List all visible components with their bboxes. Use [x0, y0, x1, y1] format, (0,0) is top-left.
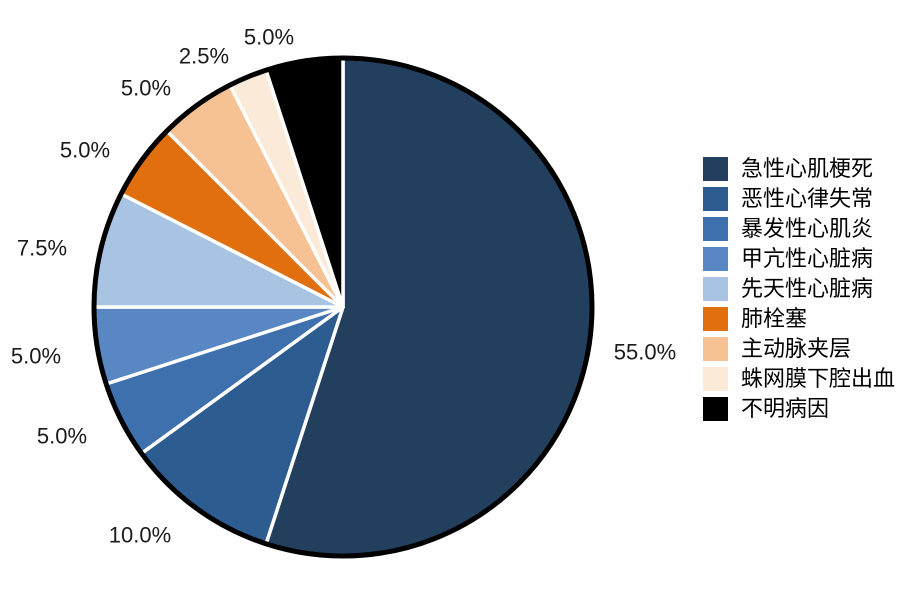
legend-label-3: 甲亢性心脏病 — [741, 246, 874, 271]
legend-swatch-6 — [703, 337, 728, 361]
pie-outer-ring — [91, 55, 595, 559]
legend-item-3: 甲亢性心脏病 — [703, 244, 895, 274]
legend-label-0: 急性心肌梗死 — [741, 156, 874, 181]
legend-label-5: 肺栓塞 — [741, 306, 808, 331]
pct-label-4: 7.5% — [17, 236, 67, 261]
legend-item-4: 先天性心脏病 — [703, 274, 895, 304]
legend-item-1: 恶性心律失常 — [703, 184, 895, 214]
pct-label-0: 55.0% — [614, 340, 676, 365]
legend-item-0: 急性心肌梗死 — [703, 154, 895, 184]
legend-label-8: 不明病因 — [741, 396, 830, 421]
legend-swatch-3 — [703, 247, 728, 271]
pct-label-5: 5.0% — [60, 138, 110, 163]
pct-label-1: 10.0% — [109, 523, 171, 548]
legend: 急性心肌梗死 恶性心律失常 暴发性心肌炎 甲亢性心脏病 先天性心脏病 肺栓塞主动脉夹层蛛网… — [703, 154, 895, 424]
legend-item-8: 不明病因 — [703, 394, 895, 424]
pct-label-2: 5.0% — [37, 424, 87, 449]
legend-swatch-2 — [703, 217, 728, 241]
legend-swatch-8 — [703, 397, 728, 421]
legend-item-5: 肺栓塞 — [703, 304, 895, 334]
legend-label-7: 蛛网膜下腔出血 — [741, 366, 896, 391]
legend-label-2: 暴发性心肌炎 — [741, 216, 874, 241]
pct-label-3: 5.0% — [11, 344, 61, 369]
legend-label-4: 先天性心脏病 — [741, 276, 874, 301]
pct-label-8: 5.0% — [244, 25, 294, 50]
legend-swatch-4 — [703, 277, 728, 301]
legend-swatch-5 — [703, 307, 728, 331]
pct-label-6: 5.0% — [121, 76, 171, 101]
pct-label-7: 2.5% — [179, 44, 229, 69]
legend-swatch-7 — [703, 367, 728, 391]
legend-swatch-1 — [703, 187, 728, 211]
legend-label-6: 主动脉夹层 — [741, 336, 852, 361]
legend-label-1: 恶性心律失常 — [741, 186, 874, 211]
legend-item-2: 暴发性心肌炎 — [703, 214, 895, 244]
legend-swatch-0 — [703, 157, 728, 181]
legend-item-7: 蛛网膜下腔出血 — [703, 364, 895, 394]
legend-item-6: 主动脉夹层 — [703, 334, 895, 364]
